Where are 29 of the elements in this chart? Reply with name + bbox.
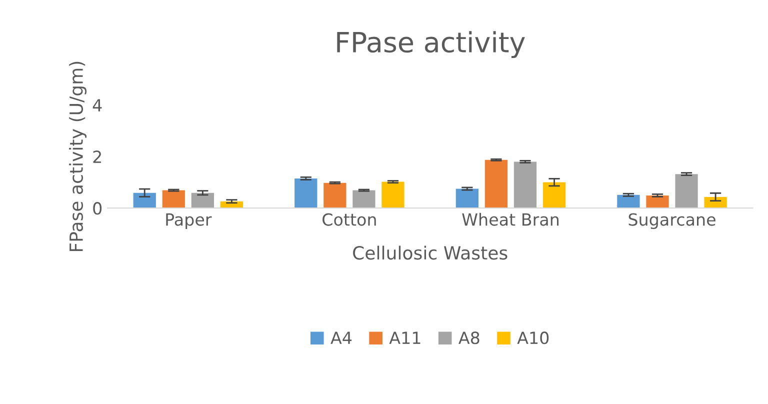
bar <box>382 182 404 208</box>
bar <box>324 182 346 208</box>
x-tick-label: Paper <box>166 213 212 230</box>
bar <box>542 182 566 208</box>
y-axis-title: FPase activity (U/gm) <box>69 62 86 252</box>
bar <box>294 178 318 208</box>
y-tick-label: 2 <box>93 150 101 163</box>
bar <box>352 190 376 208</box>
x-axis-title: Cellulosic Wastes <box>353 246 508 260</box>
bar <box>162 190 185 208</box>
x-tick-label: Wheat Bran <box>462 212 559 226</box>
bar <box>646 195 669 208</box>
bar <box>514 162 537 208</box>
legend-label: A4 <box>330 332 352 344</box>
bar <box>456 188 478 208</box>
x-tick-label: Cotton <box>322 213 376 226</box>
bar <box>133 192 156 208</box>
bar <box>704 196 727 208</box>
bar <box>617 194 640 208</box>
legend-label: A10 <box>517 332 549 344</box>
y-tick-label: 0 <box>93 202 102 215</box>
x-tick-label: Sugarcane <box>628 213 716 230</box>
bar <box>191 192 214 208</box>
legend-label: A11 <box>389 332 420 344</box>
bar <box>675 174 698 208</box>
legend-label: A8 <box>458 332 480 344</box>
chart-title: FPase activity <box>337 31 525 58</box>
bar <box>484 160 508 208</box>
y-tick-label: 4 <box>92 99 102 112</box>
